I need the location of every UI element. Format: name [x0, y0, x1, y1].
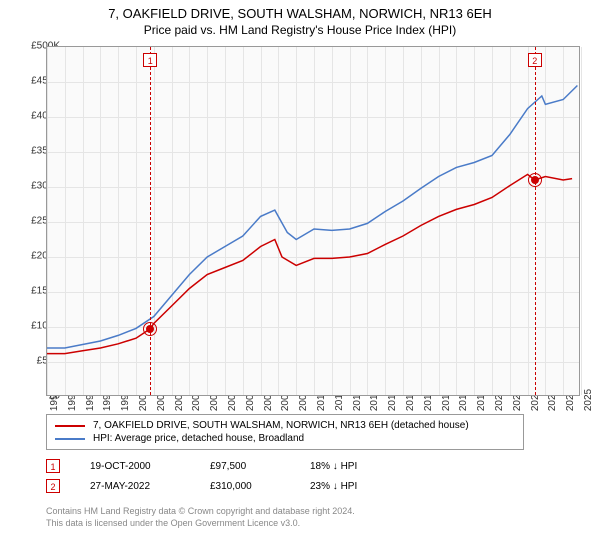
sale-price: £310,000: [210, 481, 280, 492]
sale-pct: 18% ↓ HPI: [310, 461, 410, 472]
chart-subtitle: Price paid vs. HM Land Registry's House …: [0, 21, 600, 37]
sale-date: 19-OCT-2000: [90, 461, 180, 472]
footer-text: Contains HM Land Registry data © Crown c…: [46, 506, 355, 529]
series-line-hpi: [47, 86, 577, 349]
sale-date: 27-MAY-2022: [90, 481, 180, 492]
footer-line: Contains HM Land Registry data © Crown c…: [46, 506, 355, 518]
chart-title: 7, OAKFIELD DRIVE, SOUTH WALSHAM, NORWIC…: [0, 0, 600, 21]
sale-pct: 23% ↓ HPI: [310, 481, 410, 492]
sale-marker-icon: 1: [46, 459, 60, 473]
sales-row: 2 27-MAY-2022 £310,000 23% ↓ HPI: [46, 476, 410, 496]
legend-label: 7, OAKFIELD DRIVE, SOUTH WALSHAM, NORWIC…: [93, 420, 469, 431]
gridline: [581, 47, 582, 395]
sales-row: 1 19-OCT-2000 £97,500 18% ↓ HPI: [46, 456, 410, 476]
chart-container: 7, OAKFIELD DRIVE, SOUTH WALSHAM, NORWIC…: [0, 0, 600, 560]
plot-area: 12: [46, 46, 580, 396]
marker-vline: [535, 47, 536, 395]
footer-line: This data is licensed under the Open Gov…: [46, 518, 355, 530]
legend-swatch: [55, 425, 85, 427]
legend-swatch: [55, 438, 85, 440]
x-tick-label: 2025: [583, 389, 594, 411]
sale-marker-icon: 2: [46, 479, 60, 493]
legend: 7, OAKFIELD DRIVE, SOUTH WALSHAM, NORWIC…: [46, 414, 524, 450]
line-series: [47, 47, 579, 395]
marker-dot: [531, 176, 539, 184]
marker-vline: [150, 47, 151, 395]
marker-box: 1: [143, 53, 157, 67]
legend-item: HPI: Average price, detached house, Broa…: [55, 432, 515, 445]
marker-dot: [146, 325, 154, 333]
sales-table: 1 19-OCT-2000 £97,500 18% ↓ HPI 2 27-MAY…: [46, 456, 410, 496]
sale-price: £97,500: [210, 461, 280, 472]
legend-item: 7, OAKFIELD DRIVE, SOUTH WALSHAM, NORWIC…: [55, 419, 515, 432]
marker-box: 2: [528, 53, 542, 67]
legend-label: HPI: Average price, detached house, Broa…: [93, 433, 304, 444]
series-line-property: [47, 174, 572, 353]
